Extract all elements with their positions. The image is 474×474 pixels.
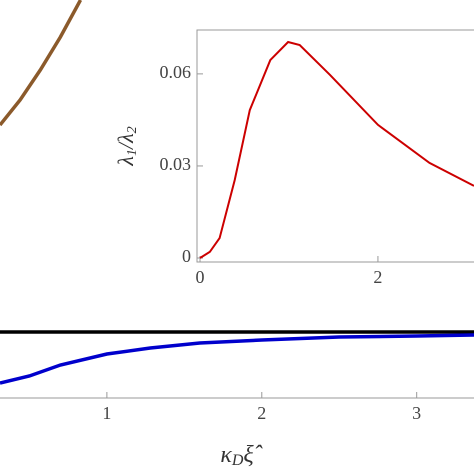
x-axis-label: κDξ̂ (220, 442, 262, 469)
line-series (0, 333, 474, 385)
y-axis-label-part: 1 (125, 149, 140, 156)
x-tick-label: 2 (257, 403, 266, 423)
x-tick-label: 1 (102, 403, 111, 423)
line-series (199, 40, 474, 259)
y-tick-label: 0.06 (160, 62, 192, 82)
y-tick-label: 0.03 (160, 154, 192, 174)
x-tick-label: 2 (373, 267, 382, 287)
y-axis-label-part: /λ (113, 133, 138, 151)
y-axis-label: λ1/λ2 (113, 126, 140, 166)
line-series (0, 0, 83, 127)
y-axis-label-part: 2 (125, 126, 140, 133)
x-tick-label: 3 (412, 403, 421, 423)
inset-frame (196, 29, 474, 263)
y-tick-label: 0 (182, 246, 191, 266)
y-axis-label-part: λ (113, 156, 138, 167)
x-tick-label: 0 (196, 267, 205, 287)
